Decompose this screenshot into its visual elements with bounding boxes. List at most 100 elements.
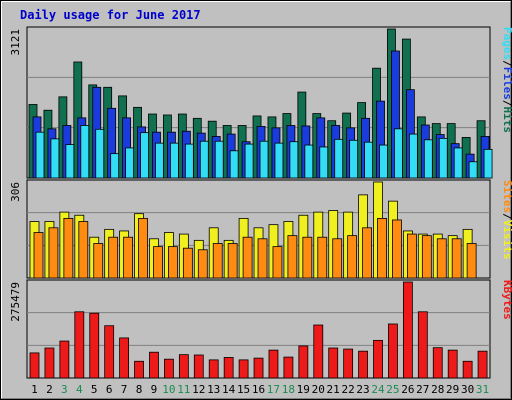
bar-pages-5 <box>95 128 105 179</box>
bar-sites-15 <box>242 236 253 279</box>
x-tick-label-23: 23 <box>356 383 369 396</box>
bar-pages-9 <box>155 142 164 179</box>
x-tick-label-29: 29 <box>446 383 459 396</box>
bar-pages-3 <box>65 144 75 179</box>
bar-kbytes-27 <box>417 311 428 379</box>
x-tick-label-19: 19 <box>297 383 310 396</box>
legend-entry-sites: Sites <box>501 180 512 213</box>
legend-text: Pages/Files/Hits <box>501 27 512 133</box>
x-tick-label-11: 11 <box>177 383 190 396</box>
x-tick-label-15: 15 <box>237 383 250 396</box>
bar-kbytes-21 <box>328 347 339 379</box>
bar-sites-10 <box>168 246 178 279</box>
bar-kbytes-25 <box>388 323 398 379</box>
y-axis-max-label: 275479 <box>9 282 22 322</box>
x-tick-label-30: 30 <box>461 383 474 396</box>
bar-sites-28 <box>436 238 447 279</box>
x-tick-label-8: 8 <box>136 383 143 396</box>
bar-pages-30 <box>468 161 478 179</box>
bar-kbytes-5 <box>89 312 100 379</box>
y-axis-max-label: 3121 <box>9 29 22 56</box>
bar-sites-3 <box>63 217 74 279</box>
bar-sites-22 <box>347 235 358 279</box>
panel-3: 275479 KBytes <box>9 279 512 379</box>
x-tick-label-24: 24 <box>371 383 385 396</box>
x-tick-label-17: 17 <box>267 383 280 396</box>
bar-pages-8 <box>140 132 149 179</box>
legend-separator: / <box>501 60 512 67</box>
bar-kbytes-10 <box>164 358 174 379</box>
bar-sites-21 <box>332 238 343 279</box>
bar-sites-6 <box>108 236 119 279</box>
bar-kbytes-30 <box>462 360 473 379</box>
bar-pages-19 <box>304 144 314 179</box>
bar-sites-8 <box>138 217 148 279</box>
x-tick-label-2: 2 <box>46 383 53 396</box>
bar-kbytes-3 <box>59 340 70 379</box>
bar-pages-31 <box>483 148 493 179</box>
x-tick-label-9: 9 <box>151 383 158 396</box>
bar-kbytes-11 <box>178 354 189 379</box>
bar-sites-29 <box>451 238 462 279</box>
bar-kbytes-2 <box>44 347 55 379</box>
bar-sites-4 <box>78 221 89 279</box>
bar-kbytes-4 <box>74 311 85 379</box>
bar-sites-30 <box>466 243 477 279</box>
bar-sites-25 <box>392 219 402 279</box>
bar-kbytes-26 <box>402 281 413 379</box>
bar-sites-27 <box>421 235 432 279</box>
x-tick-label-14: 14 <box>222 383 236 396</box>
bar-kbytes-1 <box>29 352 40 379</box>
bar-kbytes-17 <box>268 349 279 379</box>
bar-pages-25 <box>394 128 403 179</box>
bar-sites-14 <box>227 243 238 279</box>
legend-entry-pages: Pages <box>501 27 512 60</box>
x-tick-label-7: 7 <box>121 383 128 396</box>
panel-legend: Sites/Visits <box>501 180 512 260</box>
bar-pages-7 <box>125 147 135 179</box>
x-tick-label-10: 10 <box>162 383 175 396</box>
bar-sites-16 <box>257 238 268 279</box>
x-tick-label-1: 1 <box>31 383 38 396</box>
bar-pages-2 <box>50 138 60 179</box>
x-tick-label-16: 16 <box>252 383 265 396</box>
bar-pages-11 <box>184 143 194 179</box>
legend-entry-visits: Visits <box>501 220 512 260</box>
bar-kbytes-14 <box>223 357 234 379</box>
bar-kbytes-22 <box>343 348 354 379</box>
bar-pages-13 <box>214 140 224 179</box>
bar-kbytes-29 <box>447 349 458 379</box>
bar-kbytes-8 <box>134 360 144 379</box>
bar-kbytes-20 <box>313 324 324 379</box>
bar-pages-21 <box>334 138 344 179</box>
bar-pages-27 <box>423 139 433 179</box>
legend-text: Sites/Visits <box>501 180 512 260</box>
bar-kbytes-31 <box>477 350 488 379</box>
x-tick-label-22: 22 <box>341 383 354 396</box>
bar-sites-13 <box>212 243 223 279</box>
x-tick-label-28: 28 <box>431 383 444 396</box>
legend-entry-kbytes: KBytes <box>501 280 512 320</box>
bar-kbytes-6 <box>104 325 115 379</box>
bar-pages-16 <box>259 140 269 179</box>
legend-separator: / <box>501 100 512 107</box>
bar-kbytes-28 <box>432 347 443 379</box>
bar-kbytes-9 <box>149 351 159 379</box>
legend-separator: / <box>501 213 512 220</box>
legend-entry-hits: Hits <box>501 107 512 134</box>
bar-pages-6 <box>110 153 120 179</box>
x-tick-label-25: 25 <box>386 383 399 396</box>
x-tick-label-31: 31 <box>476 383 489 396</box>
bar-pages-10 <box>170 142 179 179</box>
bar-pages-18 <box>289 141 299 179</box>
bar-pages-24 <box>379 144 388 179</box>
panel-2: 306 Sites/Visits <box>9 179 512 279</box>
x-axis-tick-labels: 1 2 3 4 5 6 7 8 9 10 11 12 13 14 15 16 17 18 19 20 21 22 23 24 2… <box>31 383 489 396</box>
bar-sites-2 <box>48 227 59 279</box>
bar-sites-11 <box>182 247 193 279</box>
bar-pages-12 <box>199 140 209 179</box>
x-tick-label-12: 12 <box>192 383 205 396</box>
bar-sites-24 <box>377 217 387 279</box>
bar-sites-26 <box>406 233 417 279</box>
